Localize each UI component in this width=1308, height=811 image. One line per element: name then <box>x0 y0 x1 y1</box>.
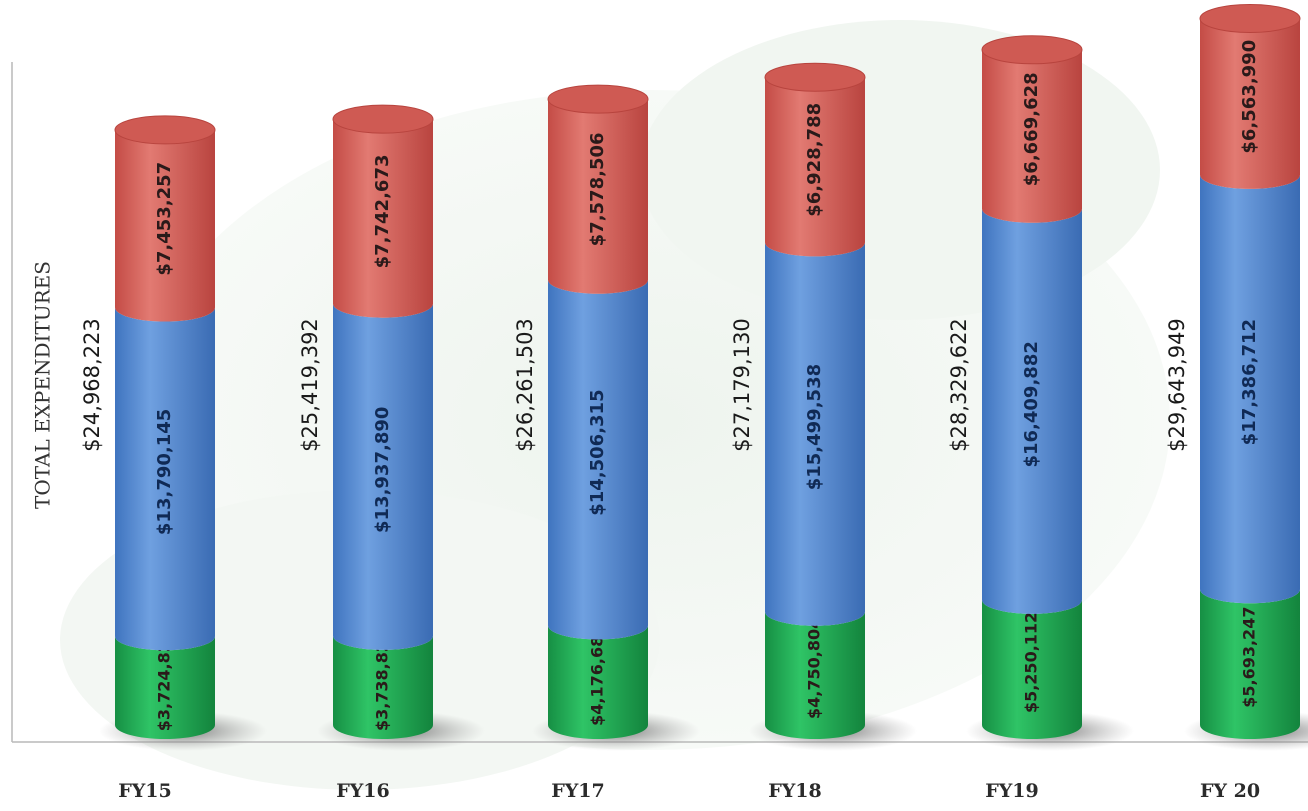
data-label-bottom: $4,750,804 <box>805 618 824 719</box>
data-label-top: $7,578,506 <box>587 132 608 246</box>
x-tick-label: FY18 <box>768 780 822 802</box>
bar-segment-bottom <box>765 611 865 739</box>
data-label-middle: $15,499,538 <box>804 364 825 490</box>
bar-group: $3,738,829 $13,937,890 $7,742,673 $25,419,3… <box>298 104 485 802</box>
bar-top-cap <box>1199 3 1301 33</box>
bar-segment-top <box>548 99 648 294</box>
data-label-top: $6,563,990 <box>1239 40 1260 154</box>
data-label-bottom: $3,724,821 <box>155 630 174 731</box>
bar-group: $4,750,804 $15,499,538 $6,928,788 $27,179,1… <box>730 62 917 802</box>
bar-segment-bottom <box>333 635 433 739</box>
data-label-bottom: $5,250,112 <box>1022 612 1041 713</box>
bar-segment-top <box>333 119 433 318</box>
bar-segment-top <box>115 129 215 322</box>
bar-group: $5,693,247 $17,386,712 $6,563,990 $29,643,9… <box>1165 3 1308 802</box>
bar-group: $4,176,682 $14,506,315 $7,578,506 $26,261,5… <box>513 84 700 802</box>
data-label-middle: $13,937,890 <box>372 407 393 533</box>
data-label-bottom: $3,738,829 <box>373 630 392 731</box>
data-label-middle: $17,386,712 <box>1239 319 1260 445</box>
bar-segment-bottom <box>982 599 1082 739</box>
bar-group: $3,724,821 $13,790,145 $7,453,257 $24,968,2… <box>80 115 267 802</box>
bar-top-cap <box>764 62 866 92</box>
y-axis-title: TOTAL EXPENDITURES <box>31 261 55 509</box>
data-label-middle: $13,790,145 <box>154 409 175 535</box>
bar-group: $5,250,112 $16,409,882 $6,669,628 $28,329,6… <box>947 35 1134 802</box>
bar-segment-bottom <box>115 636 215 739</box>
total-label: $28,329,622 <box>947 318 971 452</box>
x-tick-label: FY17 <box>551 780 605 802</box>
bar-segment-top <box>765 77 865 257</box>
bar-segment-top <box>982 49 1082 223</box>
bar-segment-middle <box>1200 174 1300 604</box>
total-label: $25,419,392 <box>298 318 322 452</box>
data-label-bottom: $5,693,247 <box>1240 607 1259 708</box>
bar-segment-middle <box>115 307 215 651</box>
bar-segment-middle <box>982 208 1082 614</box>
bar-segment-bottom <box>1200 589 1300 739</box>
x-tick-label: FY19 <box>985 780 1039 802</box>
data-label-top: $7,742,673 <box>372 155 393 269</box>
bar-top-cap <box>547 84 649 114</box>
data-label-middle: $14,506,315 <box>587 389 608 515</box>
total-label: $27,179,130 <box>730 318 754 452</box>
data-label-top: $7,453,257 <box>154 162 175 276</box>
bar-top-cap <box>114 115 216 145</box>
total-label: $24,968,223 <box>80 318 104 452</box>
x-tick-label: FY 20 <box>1200 780 1260 802</box>
bar-segment-top <box>1200 18 1300 189</box>
data-label-top: $6,669,628 <box>1021 72 1042 186</box>
x-tick-label: FY16 <box>336 780 390 802</box>
x-tick-label: FY15 <box>118 780 172 802</box>
bar-top-cap <box>981 35 1083 65</box>
total-label: $29,643,949 <box>1165 318 1189 452</box>
bar-segment-middle <box>333 303 433 650</box>
bar-top-cap <box>332 104 434 134</box>
bar-segment-bottom <box>548 625 648 739</box>
bar-segment-middle <box>765 242 865 626</box>
total-label: $26,261,503 <box>513 318 537 452</box>
chart-marks: $3,724,821 $13,790,145 $7,453,257 $24,968,2… <box>80 3 1308 802</box>
data-label-bottom: $4,176,682 <box>588 625 607 726</box>
data-label-middle: $16,409,882 <box>1021 341 1042 467</box>
bar-segment-middle <box>548 279 648 640</box>
data-label-top: $6,928,788 <box>804 103 825 217</box>
